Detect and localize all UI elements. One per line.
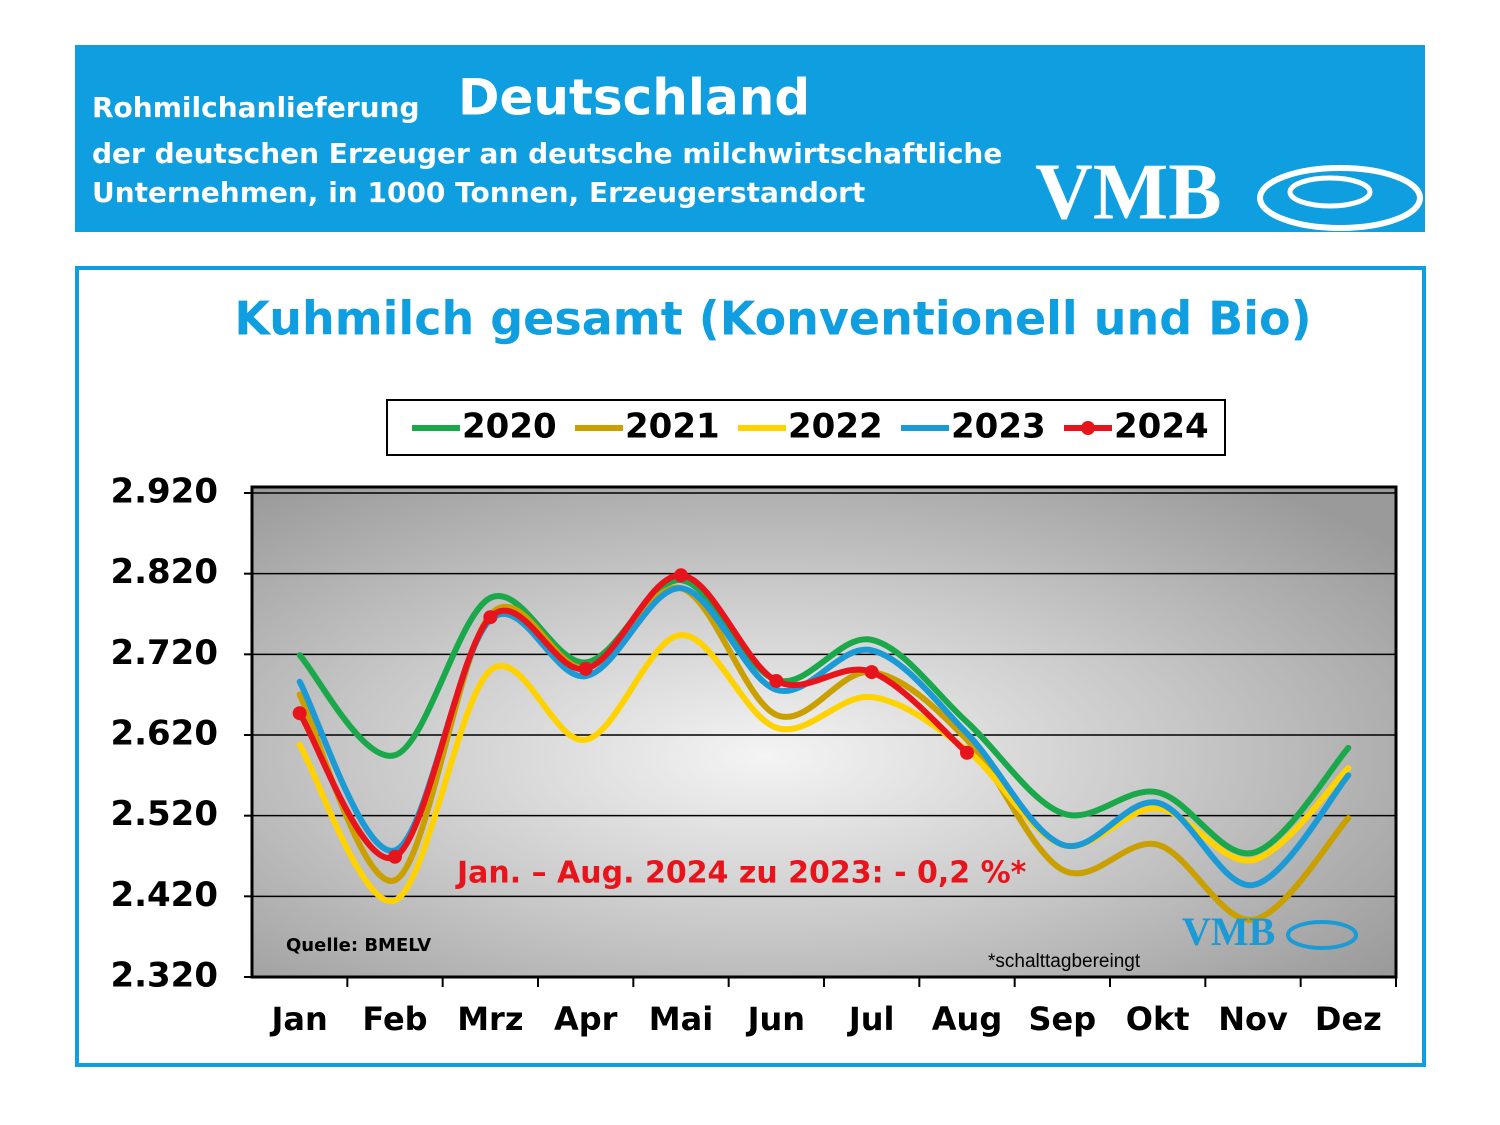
y-tick-label: 2.820 [110, 552, 218, 592]
logo-text: VMB [1035, 148, 1222, 236]
data-point [292, 706, 307, 721]
x-tick-label: Jan [270, 1000, 328, 1038]
data-point [864, 665, 879, 680]
x-tick-label: Feb [362, 1000, 427, 1038]
legend-label: 2024 [1114, 407, 1209, 447]
x-tick-label: Jul [847, 1000, 895, 1038]
series-line [296, 577, 1352, 857]
chart-title: Kuhmilch gesamt (Konventionell und Bio) [234, 292, 1311, 346]
y-tick-label: 2.520 [110, 794, 218, 834]
x-tick-label: Mrz [457, 1000, 523, 1038]
y-tick-label: 2.720 [110, 633, 218, 673]
source-note: Quelle: BMELV [286, 935, 431, 956]
legend-label: 2023 [951, 407, 1046, 447]
data-point [960, 745, 974, 760]
x-tick-label: Okt [1126, 1000, 1190, 1038]
header-subtitle: der deutschen Erzeuger an deutsche milch… [92, 137, 1002, 170]
series-line [296, 631, 1352, 904]
header-label: Rohmilchanlieferung [92, 91, 420, 124]
x-tick-label: Dez [1315, 1000, 1382, 1038]
footnote: *schalttagbereingt [988, 951, 1141, 972]
x-tick-label: Jun [746, 1000, 805, 1038]
y-tick-label: 2.920 [110, 472, 218, 512]
legend-marker [1081, 421, 1095, 435]
header-title: Deutschland [458, 69, 810, 127]
header-subtitle: Unternehmen, in 1000 Tonnen, Erzeugersta… [92, 176, 865, 209]
watermark-logo: VMB [1182, 909, 1275, 954]
header-banner [75, 45, 1425, 232]
data-point [483, 610, 498, 625]
series-line [296, 584, 1352, 923]
data-point [388, 849, 402, 864]
y-tick-label: 2.620 [110, 714, 218, 754]
watermark-icon [1286, 920, 1358, 950]
logo-icon [1287, 175, 1373, 209]
data-point [578, 661, 593, 676]
x-tick-label: Apr [554, 1000, 618, 1038]
legend-label: 2021 [625, 407, 720, 447]
logo-icon [1257, 165, 1423, 231]
x-tick-label: Mai [649, 1000, 713, 1038]
annotation: Jan. – Aug. 2024 zu 2023: - 0,2 %* [455, 856, 1027, 891]
data-point [769, 673, 784, 688]
x-tick-label: Sep [1029, 1000, 1097, 1038]
x-tick-label: Aug [932, 1000, 1002, 1038]
data-point [674, 568, 688, 583]
legend-label: 2020 [462, 407, 557, 447]
legend-label: 2022 [788, 407, 883, 447]
y-tick-label: 2.420 [110, 875, 218, 915]
y-tick-label: 2.320 [110, 956, 218, 996]
x-tick-label: Nov [1218, 1000, 1288, 1038]
